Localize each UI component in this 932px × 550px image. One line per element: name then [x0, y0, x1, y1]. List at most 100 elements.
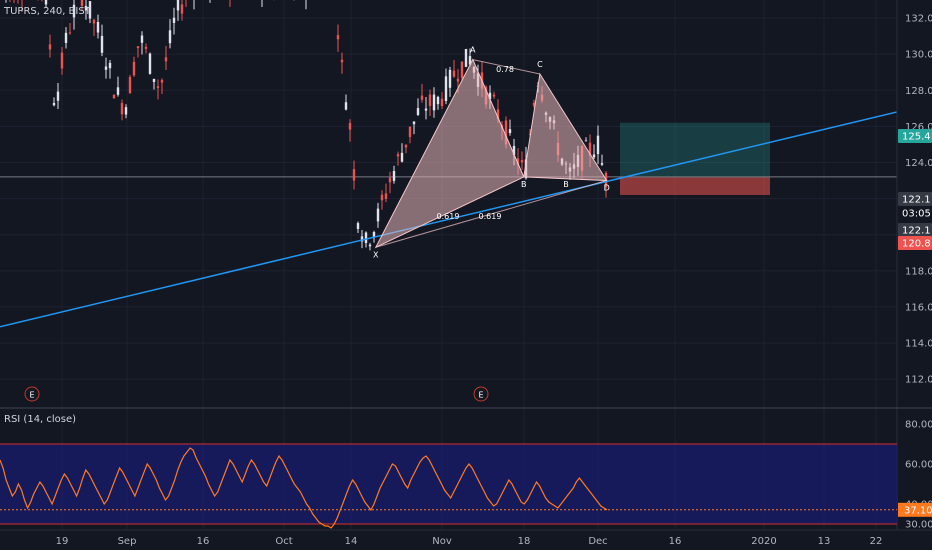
candle-body	[340, 59, 344, 63]
price-badge-bg	[898, 236, 932, 250]
earnings-mark-circle	[24, 386, 40, 402]
candle-body	[376, 208, 380, 222]
candle-body	[156, 86, 160, 88]
candle-body	[100, 35, 104, 53]
price-tick-label: 116.0	[905, 302, 932, 313]
candle-body	[600, 163, 604, 165]
price-badge-text: 120.8	[902, 239, 931, 250]
stop-zone	[620, 176, 770, 195]
candle-body	[596, 135, 600, 155]
candle-body	[532, 102, 536, 106]
candle-body	[368, 244, 372, 247]
price-badge-text: 122.1	[902, 226, 931, 237]
candle-body	[392, 170, 396, 181]
candle-body	[428, 94, 432, 106]
pattern-ratio-label: 0.619	[479, 212, 502, 221]
candle-body	[140, 35, 144, 43]
candle-body	[172, 17, 176, 23]
candle-body	[84, 5, 88, 11]
candle-body	[356, 223, 360, 229]
candle-body	[112, 95, 116, 99]
time-tick-label: 16	[669, 536, 682, 547]
price-tick-label: 128.0	[905, 86, 932, 97]
candle-body	[360, 236, 364, 242]
candle-body	[96, 22, 100, 33]
candle-body	[452, 70, 456, 77]
candle-body	[416, 108, 420, 115]
grid-lines	[0, 0, 897, 530]
price-tick-label: 132.0	[905, 14, 932, 25]
pattern-point-label: A	[470, 46, 476, 55]
rsi-title[interactable]: RSI (14, close)	[4, 414, 76, 425]
candle-body	[520, 160, 524, 163]
candle-body	[412, 121, 416, 125]
rsi-tick-label: 80.00	[905, 420, 932, 431]
candle-body	[504, 120, 508, 145]
candle-body	[460, 61, 464, 78]
candle-body	[516, 158, 520, 166]
candle-body	[56, 91, 60, 101]
price-tick-label: 112.0	[905, 375, 932, 386]
candle-body	[456, 78, 460, 82]
candle-body	[432, 94, 436, 111]
candle-body	[52, 103, 56, 106]
pattern-point-label: B	[521, 180, 527, 189]
candle-body	[444, 76, 448, 102]
earnings-mark-label: E	[29, 391, 34, 400]
trendline[interactable]	[0, 111, 898, 328]
candle-body	[132, 61, 136, 76]
candle-body	[424, 108, 428, 111]
price-badge-bg	[898, 223, 932, 237]
rsi-tick-label: 60.00	[905, 460, 932, 471]
candle-body	[168, 30, 172, 44]
symbol-title[interactable]: TUPRS, 240, BIST	[3, 6, 92, 17]
candle-body	[448, 69, 452, 88]
earnings-mark-circle	[473, 386, 489, 402]
time-tick-label: 18	[518, 536, 531, 547]
candle-body	[396, 154, 400, 157]
candle-body	[88, 1, 92, 19]
time-tick-label: 22	[870, 536, 883, 547]
candle-body	[120, 103, 124, 115]
earnings-mark-label: E	[478, 391, 483, 400]
candle-body	[420, 95, 424, 100]
candle-body	[588, 142, 592, 156]
time-axis-ticks[interactable]: 19 Sep 16 Oct 14 Nov 18 Dec 16 2020 13 22	[56, 536, 883, 547]
candle-body	[64, 32, 68, 43]
candle-body	[176, 0, 180, 11]
time-tick-label: Nov	[432, 536, 452, 547]
rsi-pane	[0, 443, 897, 529]
time-tick-label: 13	[818, 536, 831, 547]
pattern-xab-triangle	[374, 58, 525, 249]
time-tick-label: Oct	[275, 536, 292, 547]
rsi-tick-label: 30.00	[905, 520, 932, 531]
candle-body	[116, 87, 120, 95]
candle-body	[180, 4, 184, 14]
time-tick-label: Dec	[588, 536, 607, 547]
candle-body	[336, 35, 340, 40]
price-tick-label: 130.0	[905, 50, 932, 61]
price-badge-bg	[898, 192, 932, 206]
position-box[interactable]	[620, 122, 770, 195]
pattern-point-label: C	[537, 60, 543, 69]
candle-body	[464, 49, 468, 67]
time-tick-label: 16	[197, 536, 210, 547]
pattern-ratio-label: 0.619	[437, 212, 460, 221]
rsi-current-value: 37.10	[904, 505, 932, 516]
candle-body	[164, 57, 168, 62]
candle-body	[364, 232, 368, 244]
harmonic-pattern[interactable]: X A B C D B 0.619 0.619 0.78	[373, 46, 610, 260]
candle-body	[488, 92, 492, 100]
price-badge-bg	[898, 129, 932, 143]
candle-body	[440, 98, 444, 107]
candle-body	[44, 0, 48, 5]
rsi-current-badge	[898, 502, 932, 517]
candle-body	[48, 44, 52, 50]
pattern-ac-line	[472, 59, 541, 75]
candle-body	[72, 4, 76, 18]
candle-body	[496, 109, 500, 119]
pattern-point-label: D	[604, 184, 610, 193]
